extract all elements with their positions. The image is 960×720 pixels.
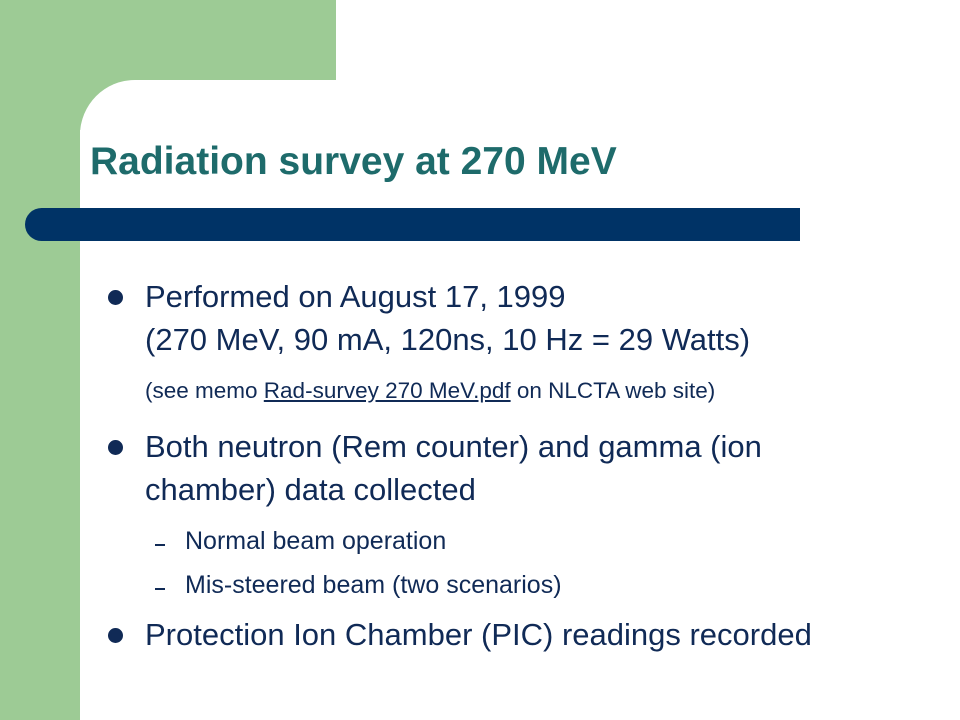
memo-note: (see memo Rad-survey 270 MeV.pdf on NLCT… (145, 378, 715, 404)
bullet-text: Performed on August 17, 1999 (145, 279, 566, 314)
sub-dash (155, 588, 165, 590)
bullet-dot (108, 628, 123, 643)
bullet-text: Protection Ion Chamber (PIC) readings re… (145, 617, 812, 652)
bullet-text: (270 MeV, 90 mA, 120ns, 10 Hz = 29 Watts… (145, 322, 751, 357)
sub-text: Mis-steered beam (two scenarios) (185, 571, 562, 599)
memo-link[interactable]: Rad-survey 270 MeV.pdf (263, 378, 511, 403)
white-corner (80, 80, 380, 280)
title-bar (25, 208, 800, 241)
sub-dash (155, 544, 165, 546)
title: Radiation survey at 270 MeV (90, 140, 617, 183)
memo-prefix: (see memo (145, 378, 264, 403)
bullet-text: chamber) data collected (145, 472, 476, 507)
memo-suffix: on NLCTA web site) (510, 378, 716, 403)
bullet-text: Both neutron (Rem counter) and gamma (io… (145, 429, 762, 464)
sub-text: Normal beam operation (185, 527, 447, 555)
bullet-dot (108, 290, 123, 305)
bullet-dot (108, 440, 123, 455)
green-strip (0, 0, 80, 720)
